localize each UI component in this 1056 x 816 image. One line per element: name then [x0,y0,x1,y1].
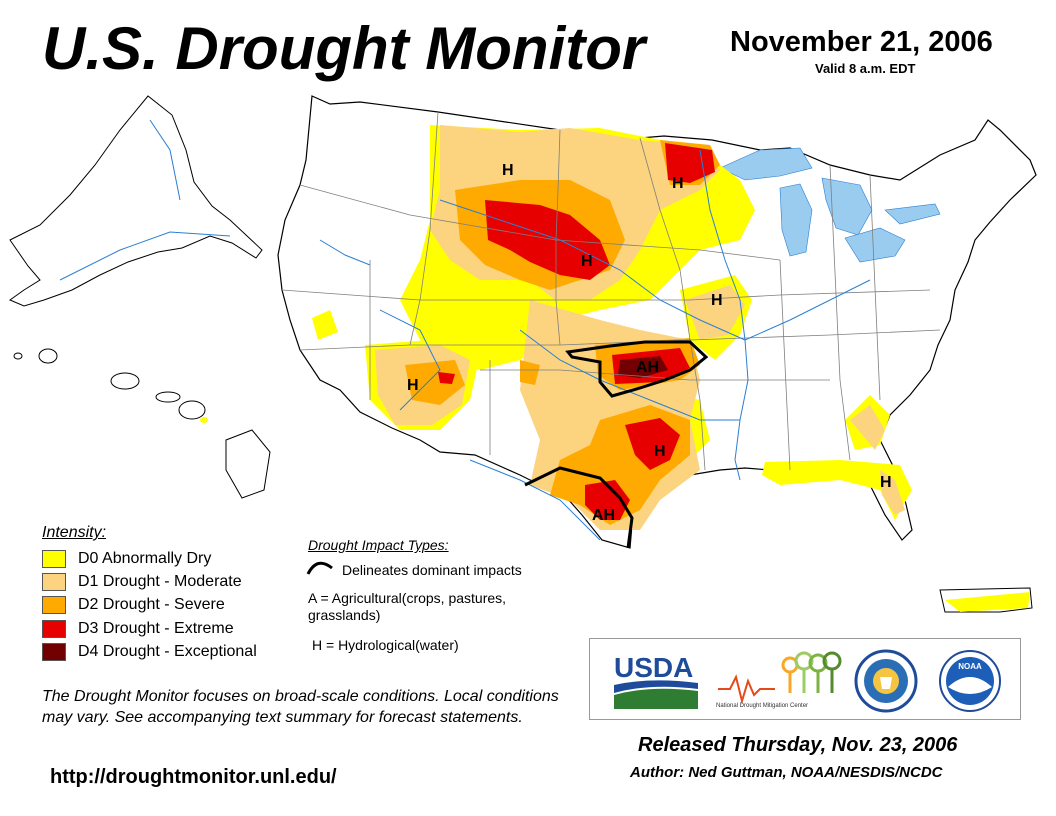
page-title: U.S. Drought Monitor [42,15,646,82]
impact-hydrological-text: H = Hydrological(water) [312,637,459,653]
map-label-h-minnesota: H [672,175,684,192]
legend-item-d3: D3 Drought - Extreme [42,619,234,639]
release-date: Released Thursday, Nov. 23, 2006 [638,734,958,756]
ndmc-logo-text: National Drought Mitigation Center [716,703,808,709]
drought-map: H H H H H AH H AH H [8,95,1037,613]
legend-label: D1 Drought - Moderate [78,573,242,590]
map-label-h-arizona: H [407,377,419,394]
legend-label: D0 Abnormally Dry [78,550,212,567]
logos-strip: USDA National Drought Mitigation Center [614,649,1001,713]
map-date: November 21, 2006 [730,26,993,58]
legend-item-d2: D2 Drought - Severe [42,595,225,615]
legend-item-d0: D0 Abnormally Dry [42,549,211,569]
commerce-seal-icon [854,649,918,713]
map-label-h-south-dakota: H [581,253,593,270]
usda-logo-text: USDA [614,652,693,683]
map-labels: H H H H H AH H AH H [407,162,892,524]
noaa-logo-text: NOAA [958,662,982,671]
rivers [59,119,871,541]
map-label-ah-texas: AH [592,507,615,524]
legend-label: D3 Drought - Extreme [78,620,234,637]
legend-swatch [42,596,66,614]
legend-item-d1: D1 Drought - Moderate [42,572,242,592]
website-url[interactable]: http://droughtmonitor.unl.edu/ [50,766,337,788]
ndmc-logo: National Drought Mitigation Center [716,651,842,709]
state-boundaries [281,111,941,471]
legend-label: D2 Drought - Severe [78,596,225,613]
legend-item-d4: D4 Drought - Exceptional [42,642,257,662]
impact-boundaries [524,340,709,549]
usda-logo: USDA [614,652,698,709]
hawaii-islands [13,348,271,499]
map-label-ah-oklahoma: AH [636,359,659,376]
legend-swatch [42,550,66,568]
impact-types-title: Drought Impact Types: [308,537,449,553]
impact-agricultural-text: A = Agricultural(crops, pastures, grassl… [308,590,507,623]
map-label-h-iowa: H [711,292,723,309]
noaa-logo-icon: NOAA [939,650,1001,712]
legend-swatch [42,620,66,638]
agency-logos: USDA National Drought Mitigation Center [589,638,1021,720]
valid-time: Valid 8 a.m. EDT [815,61,916,76]
drought-d4-areas [618,356,668,378]
author-credit: Author: Ned Guttman, NOAA/NESDIS/NCDC [630,764,943,781]
impact-delineates-text: Delineates dominant impacts [342,562,522,578]
legend-swatch [42,643,66,661]
map-label-h-georgia: H [880,474,892,491]
legend-swatch [42,573,66,591]
disclaimer-text: The Drought Monitor focuses on broad-sca… [42,688,559,726]
legend-label: D4 Drought - Exceptional [78,643,257,660]
alaska-outline [8,95,263,307]
impact-line-icon [306,561,333,575]
map-label-h-arkansas: H [654,443,666,460]
map-label-h-montana: H [502,162,514,179]
legend-title: Intensity: [42,524,107,541]
